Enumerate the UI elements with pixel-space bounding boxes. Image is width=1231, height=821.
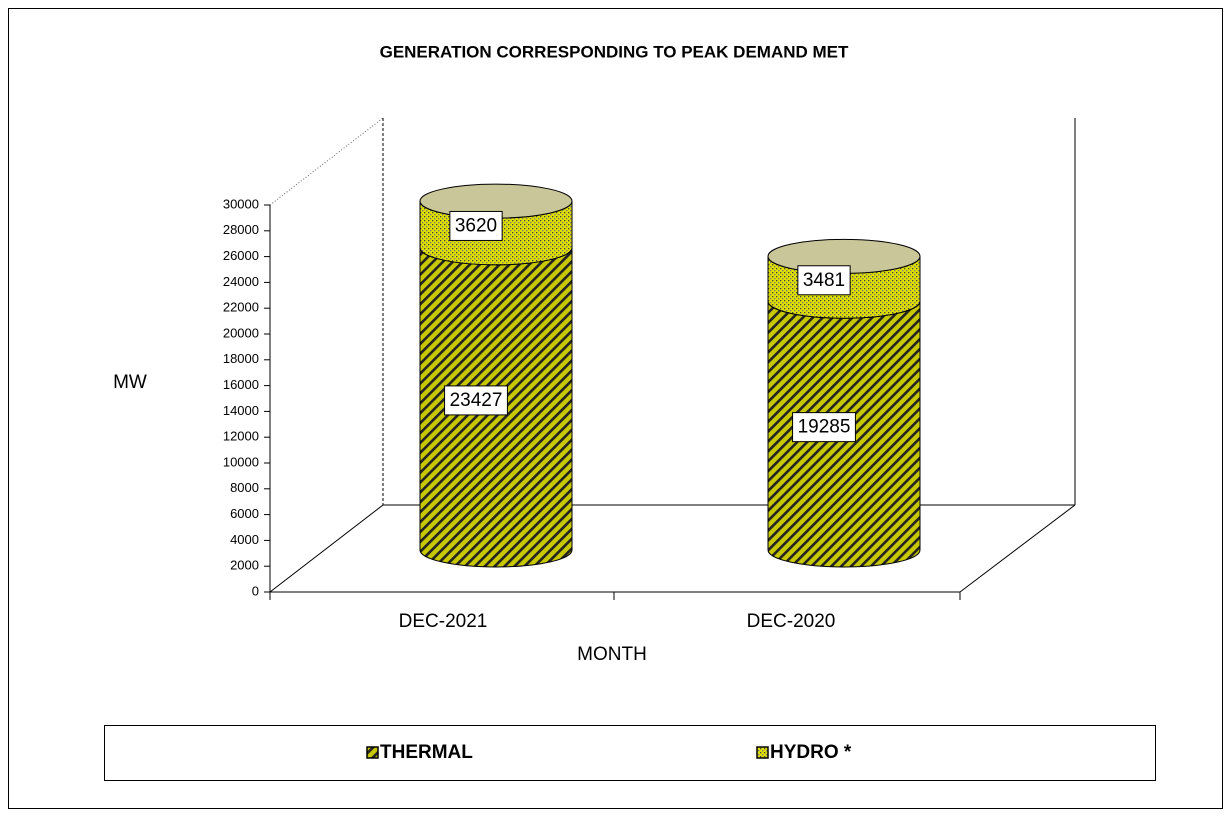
y-tick-label: 4000 xyxy=(230,532,259,547)
legend-swatch xyxy=(756,746,769,759)
data-label: 19285 xyxy=(798,417,851,438)
y-tick-label: 8000 xyxy=(230,480,259,495)
y-tick-label: 0 xyxy=(252,583,259,598)
chart-title: GENERATION CORRESPONDING TO PEAK DEMAND … xyxy=(380,42,849,61)
y-tick-label: 10000 xyxy=(223,454,259,469)
data-label-box xyxy=(797,265,851,296)
y-axis-title: MW xyxy=(113,372,147,393)
x-axis-title: MONTH xyxy=(577,644,647,665)
y-tick-label: 2000 xyxy=(230,558,259,573)
y-tick-label: 14000 xyxy=(223,403,259,418)
data-label: 23427 xyxy=(450,390,503,411)
y-tick-label: 28000 xyxy=(223,222,259,237)
y-tick-label: 12000 xyxy=(223,429,259,444)
y-tick-label: 20000 xyxy=(223,325,259,340)
chart-border xyxy=(8,8,1223,809)
y-tick-label: 26000 xyxy=(223,248,259,263)
x-tick-label: DEC-2020 xyxy=(747,611,836,632)
data-label-box xyxy=(792,412,856,443)
data-label: 3620 xyxy=(455,215,497,236)
legend-label: THERMAL xyxy=(380,742,473,763)
data-label-box xyxy=(444,385,508,416)
y-tick-label: 24000 xyxy=(223,274,259,289)
data-label: 3481 xyxy=(803,270,845,291)
y-tick-label: 6000 xyxy=(230,506,259,521)
data-label-box xyxy=(449,210,503,241)
y-tick-label: 16000 xyxy=(223,377,259,392)
legend-box xyxy=(104,725,1156,781)
y-tick-label: 22000 xyxy=(223,300,259,315)
x-tick-label: DEC-2021 xyxy=(399,611,488,632)
legend-label: HYDRO * xyxy=(770,742,852,763)
y-tick-label: 30000 xyxy=(223,196,259,211)
y-tick-label: 18000 xyxy=(223,351,259,366)
legend-swatch xyxy=(366,746,379,759)
